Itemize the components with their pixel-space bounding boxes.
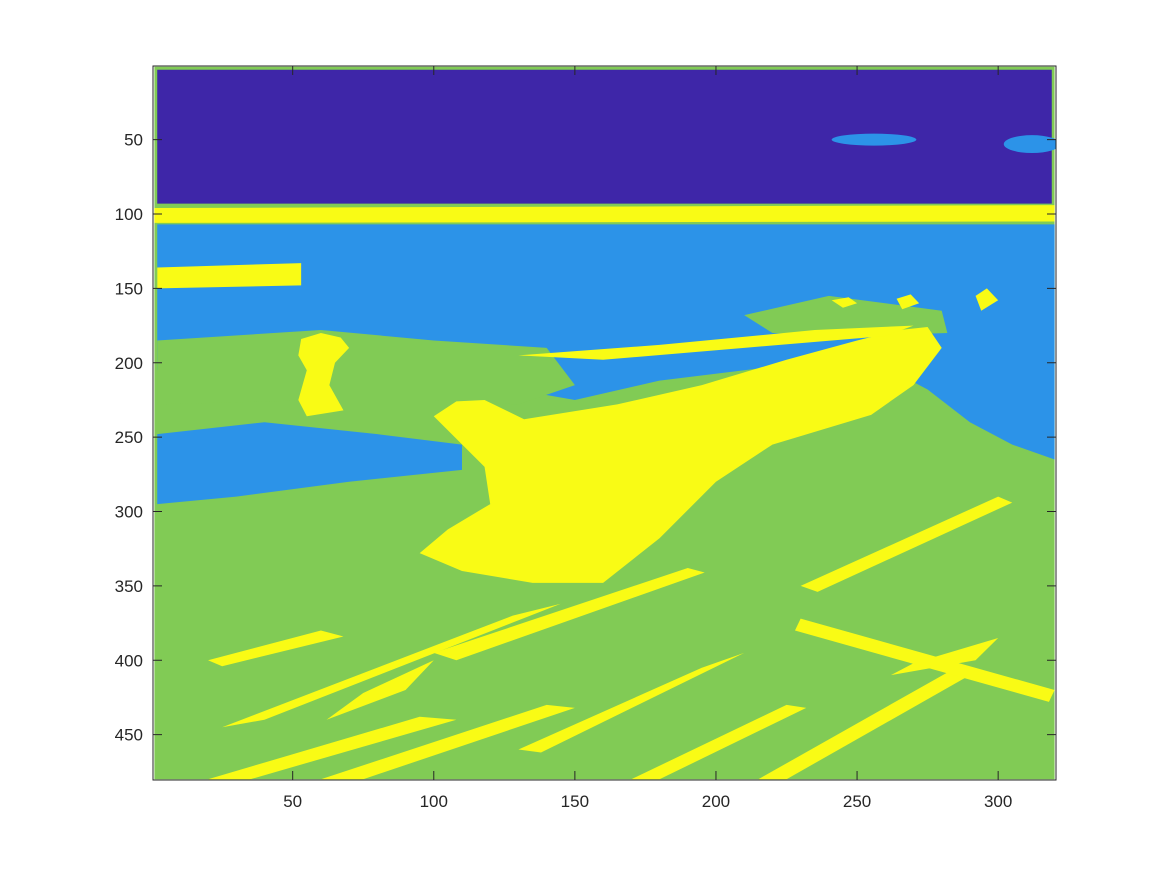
heatmap-region-level-2 [157, 224, 1055, 460]
heatmap-region-level-4 [975, 288, 999, 311]
y-tick-label: 300 [115, 503, 143, 522]
heatmap-region-level-4 [326, 660, 434, 720]
heatmap-region-level-4 [320, 704, 575, 780]
x-tick-label: 100 [420, 792, 448, 811]
plot-box [152, 65, 1057, 781]
heatmap-region-level-4 [896, 294, 920, 310]
heatmap-region-level-4 [631, 704, 807, 780]
heatmap-region-level-4 [419, 327, 942, 583]
heatmap-region-level-2 [157, 422, 462, 505]
y-tick-label: 450 [115, 726, 143, 745]
heatmap-region-level-4 [433, 568, 705, 661]
heatmap-region-level-4 [298, 333, 350, 417]
y-tick-label: 200 [115, 354, 143, 373]
heatmap-region-level-4 [222, 603, 561, 728]
heatmap-region-level-4 [154, 205, 1055, 223]
heatmap-region-level-4 [800, 496, 1013, 592]
heatmap-region-level-4 [518, 652, 745, 753]
heatmap-region-level-4 [518, 325, 914, 360]
heatmap-region-level-3 [744, 295, 948, 336]
image-layer [154, 66, 1056, 780]
y-tick-label: 50 [124, 131, 143, 150]
heatmap-region-level-4 [758, 667, 970, 780]
y-tick-label: 400 [115, 651, 143, 670]
y-tick-label: 250 [115, 428, 143, 447]
heatmap-region-level-4 [208, 630, 344, 667]
y-tick-label: 100 [115, 205, 143, 224]
heatmap-region-level-4 [794, 618, 1055, 702]
heatmap-region-level-3 [157, 330, 575, 405]
heatmap-region-level-4 [157, 263, 302, 289]
heatmap-region-level-4 [208, 716, 457, 780]
heatmap-region-level-2 [1003, 135, 1056, 154]
ticks-layer: 50 100 150 200 250 300 50 100 150 200 250 300 350 400… [115, 66, 1056, 811]
heatmap-region-level-2 [831, 133, 917, 146]
x-tick-label: 200 [702, 792, 730, 811]
heatmap-region-level-1 [157, 69, 1052, 204]
heatmap-region-level-4 [831, 297, 858, 308]
x-tick-label: 300 [984, 792, 1012, 811]
y-tick-label: 350 [115, 577, 143, 596]
x-tick-label: 250 [843, 792, 871, 811]
y-tick-label: 150 [115, 279, 143, 298]
x-tick-label: 50 [283, 792, 302, 811]
x-tick-label: 150 [561, 792, 589, 811]
heatmap-region-level-4 [890, 637, 999, 676]
